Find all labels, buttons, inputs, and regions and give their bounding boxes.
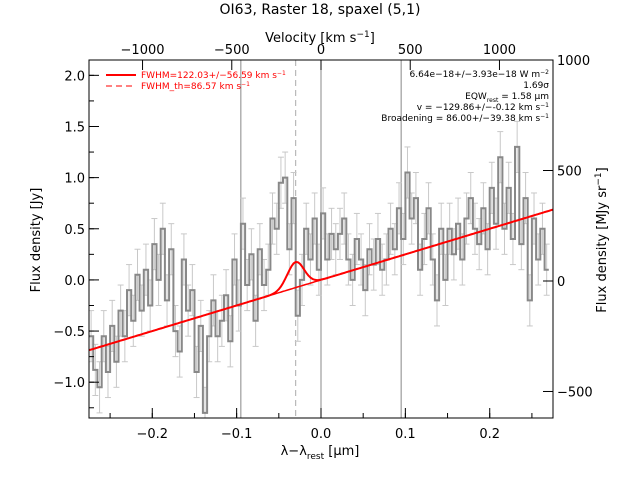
top-tick-label: 1000 — [483, 43, 516, 58]
y-tick-label: 0.5 — [64, 223, 85, 238]
x-tick-label: −0.2 — [136, 427, 168, 442]
y-tick-label: 0.0 — [64, 274, 85, 289]
y2-tick-label: 500 — [557, 164, 582, 179]
y2-tick-label: 0 — [557, 275, 565, 290]
y-tick-label: 1.0 — [64, 172, 85, 187]
y2-axis-label: Flux density [MJy sr−1] — [594, 167, 610, 312]
x-axis-label: λ−λrest [μm] — [281, 444, 360, 462]
top-axis-label: Velocity [km s−1] — [265, 30, 375, 46]
plot-area — [89, 60, 553, 418]
y-tick-label: −0.5 — [53, 325, 85, 340]
spectrum-line — [89, 145, 549, 414]
x-tick-label: 0.1 — [395, 427, 416, 442]
y-axis-label: Flux density [Jy] — [29, 188, 44, 293]
gaussian-fit — [89, 208, 553, 352]
fit-annotation: 1.69σ — [523, 81, 549, 91]
fit-annotation: 6.64e−18+/−3.93e−18 W m−2 — [410, 69, 550, 80]
fit-annotation: EQWrest = 1.58 μm — [465, 92, 549, 104]
x-tick-label: 0.2 — [479, 427, 500, 442]
y-tick-label: 1.5 — [64, 120, 85, 135]
chart-title: OI63, Raster 18, spaxel (5,1) — [220, 2, 421, 18]
fit-annotation: Broadening = 86.00+/−39.38 km s−1 — [381, 113, 549, 124]
x-tick-label: 0.0 — [311, 427, 332, 442]
y-tick-label: −1.0 — [53, 376, 85, 391]
top-tick-label: 500 — [398, 43, 423, 58]
y-tick-label: 2.0 — [64, 69, 85, 84]
top-tick-label: 0 — [317, 43, 325, 58]
y2-tick-label: −500 — [557, 385, 593, 400]
legend-label: FWHM=122.03+/−56.59 km s−1 — [141, 70, 286, 81]
top-tick-label: −500 — [214, 43, 250, 58]
x-tick-label: −0.1 — [221, 427, 253, 442]
fit-annotation: v = −129.86+/−-0.12 km s−1 — [417, 102, 549, 113]
y2-tick-label: 1000 — [557, 54, 590, 69]
top-tick-label: −1000 — [121, 43, 165, 58]
legend-label: FWHM_th=86.57 km s−1 — [141, 81, 250, 92]
